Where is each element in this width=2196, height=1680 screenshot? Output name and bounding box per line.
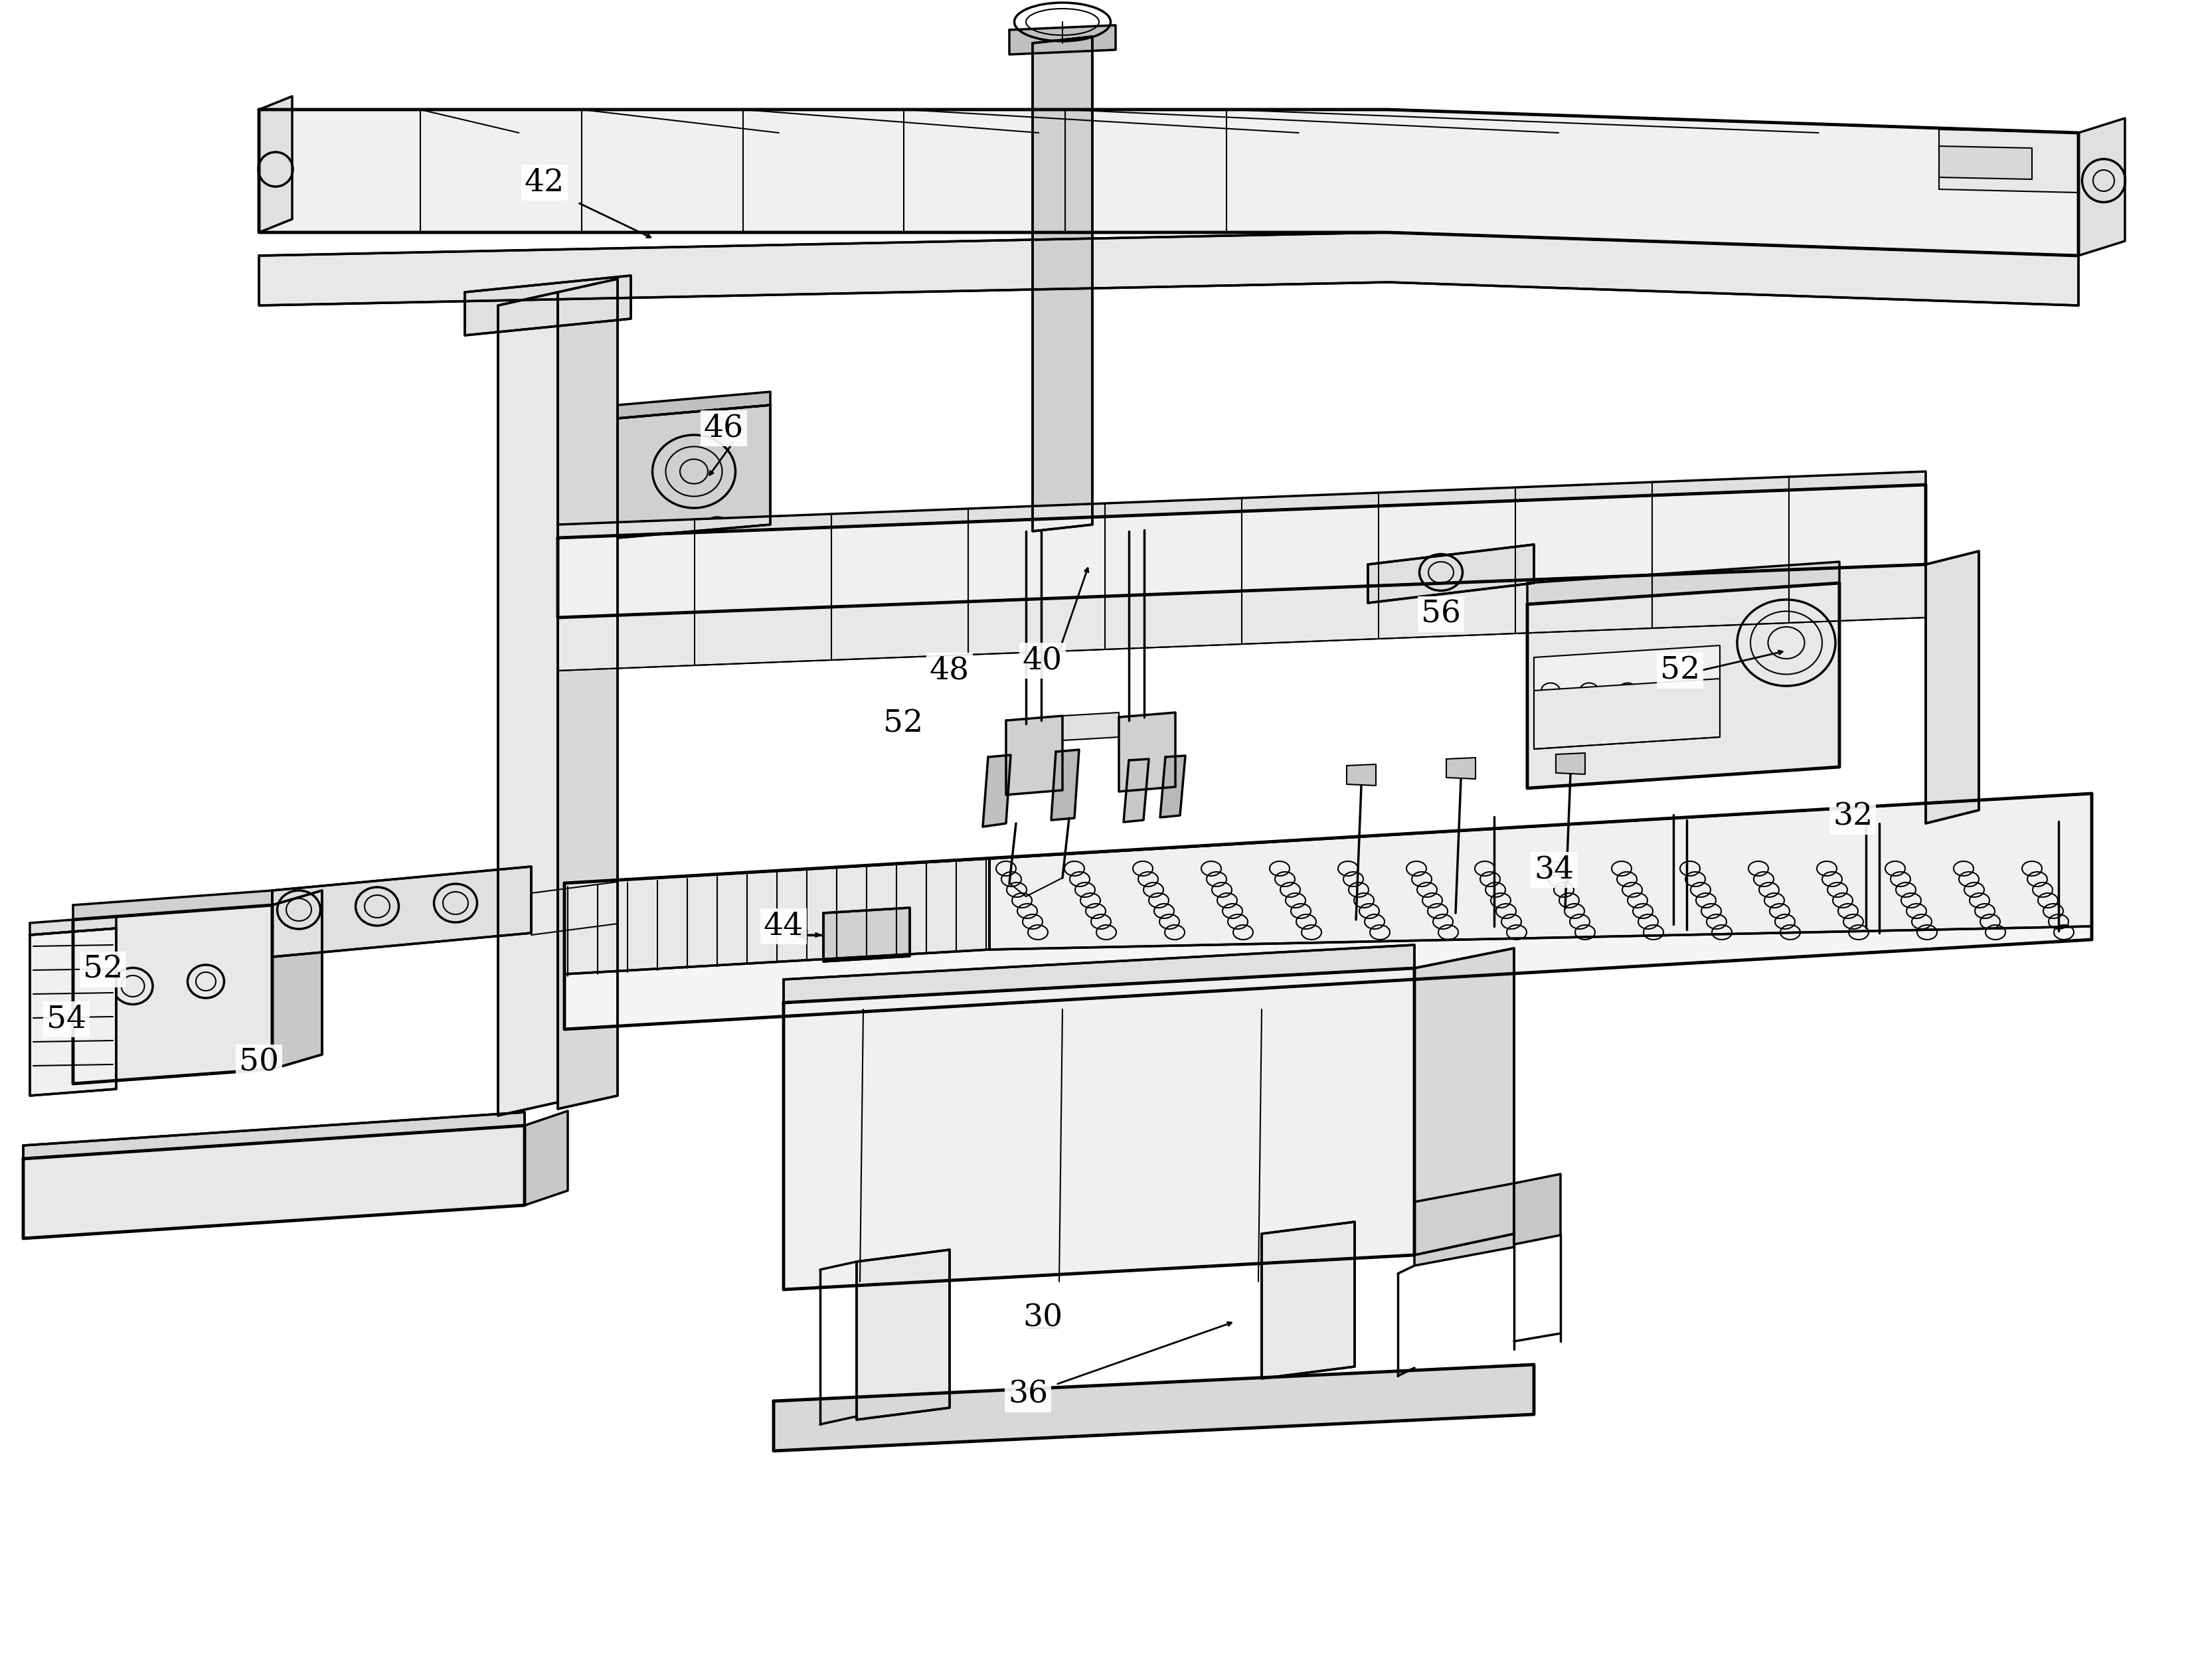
Polygon shape <box>31 929 116 1095</box>
Polygon shape <box>1124 759 1149 822</box>
Polygon shape <box>72 890 272 919</box>
Polygon shape <box>564 793 2093 1030</box>
Text: 32: 32 <box>1834 801 1873 832</box>
Polygon shape <box>1346 764 1377 786</box>
Polygon shape <box>24 1126 525 1238</box>
Polygon shape <box>466 276 630 336</box>
Polygon shape <box>824 907 909 961</box>
Polygon shape <box>1526 583 1840 788</box>
Polygon shape <box>1263 1221 1355 1379</box>
Polygon shape <box>498 292 558 1116</box>
Polygon shape <box>1010 25 1116 54</box>
Polygon shape <box>1535 679 1719 749</box>
Polygon shape <box>72 906 272 1084</box>
Polygon shape <box>1159 756 1186 818</box>
Polygon shape <box>1926 551 1979 823</box>
Polygon shape <box>984 754 1010 827</box>
Polygon shape <box>1414 1183 1513 1265</box>
Polygon shape <box>558 472 1926 538</box>
Polygon shape <box>1535 645 1719 749</box>
Text: 52: 52 <box>1660 655 1700 685</box>
Polygon shape <box>2077 118 2126 255</box>
Polygon shape <box>784 944 1414 1003</box>
Polygon shape <box>259 96 292 232</box>
Polygon shape <box>1513 1174 1561 1245</box>
Polygon shape <box>272 867 531 958</box>
Polygon shape <box>1414 948 1513 1255</box>
Text: 44: 44 <box>764 911 804 941</box>
Polygon shape <box>1939 129 2077 193</box>
Text: 36: 36 <box>1008 1379 1047 1410</box>
Polygon shape <box>1939 146 2031 180</box>
Text: 56: 56 <box>1421 600 1460 630</box>
Polygon shape <box>564 858 990 974</box>
Polygon shape <box>617 391 771 418</box>
Polygon shape <box>259 109 2077 255</box>
Polygon shape <box>856 1250 949 1420</box>
Text: 46: 46 <box>705 413 744 444</box>
Polygon shape <box>24 1112 525 1159</box>
Polygon shape <box>1368 544 1535 603</box>
Polygon shape <box>558 486 1926 618</box>
Polygon shape <box>31 916 116 936</box>
Text: 48: 48 <box>929 655 971 685</box>
Polygon shape <box>1063 712 1120 741</box>
Text: 52: 52 <box>883 709 922 739</box>
Polygon shape <box>617 405 771 538</box>
Polygon shape <box>990 793 2093 949</box>
Polygon shape <box>1120 712 1175 791</box>
Polygon shape <box>1032 37 1091 531</box>
Polygon shape <box>525 1110 569 1205</box>
Text: 50: 50 <box>239 1047 279 1077</box>
Polygon shape <box>784 968 1414 1290</box>
Polygon shape <box>272 890 323 1068</box>
Polygon shape <box>1526 561 1840 605</box>
Text: 34: 34 <box>1533 855 1575 885</box>
Polygon shape <box>1447 758 1476 780</box>
Text: 52: 52 <box>83 954 123 984</box>
Text: 30: 30 <box>1023 1304 1063 1334</box>
Polygon shape <box>558 564 1926 670</box>
Polygon shape <box>1555 753 1586 774</box>
Text: 54: 54 <box>46 1005 86 1035</box>
Polygon shape <box>1006 716 1063 795</box>
Text: 40: 40 <box>1023 645 1063 675</box>
Polygon shape <box>259 232 2077 306</box>
Text: 42: 42 <box>525 168 564 198</box>
Polygon shape <box>1052 749 1078 820</box>
Polygon shape <box>773 1364 1535 1452</box>
Polygon shape <box>558 279 617 1109</box>
